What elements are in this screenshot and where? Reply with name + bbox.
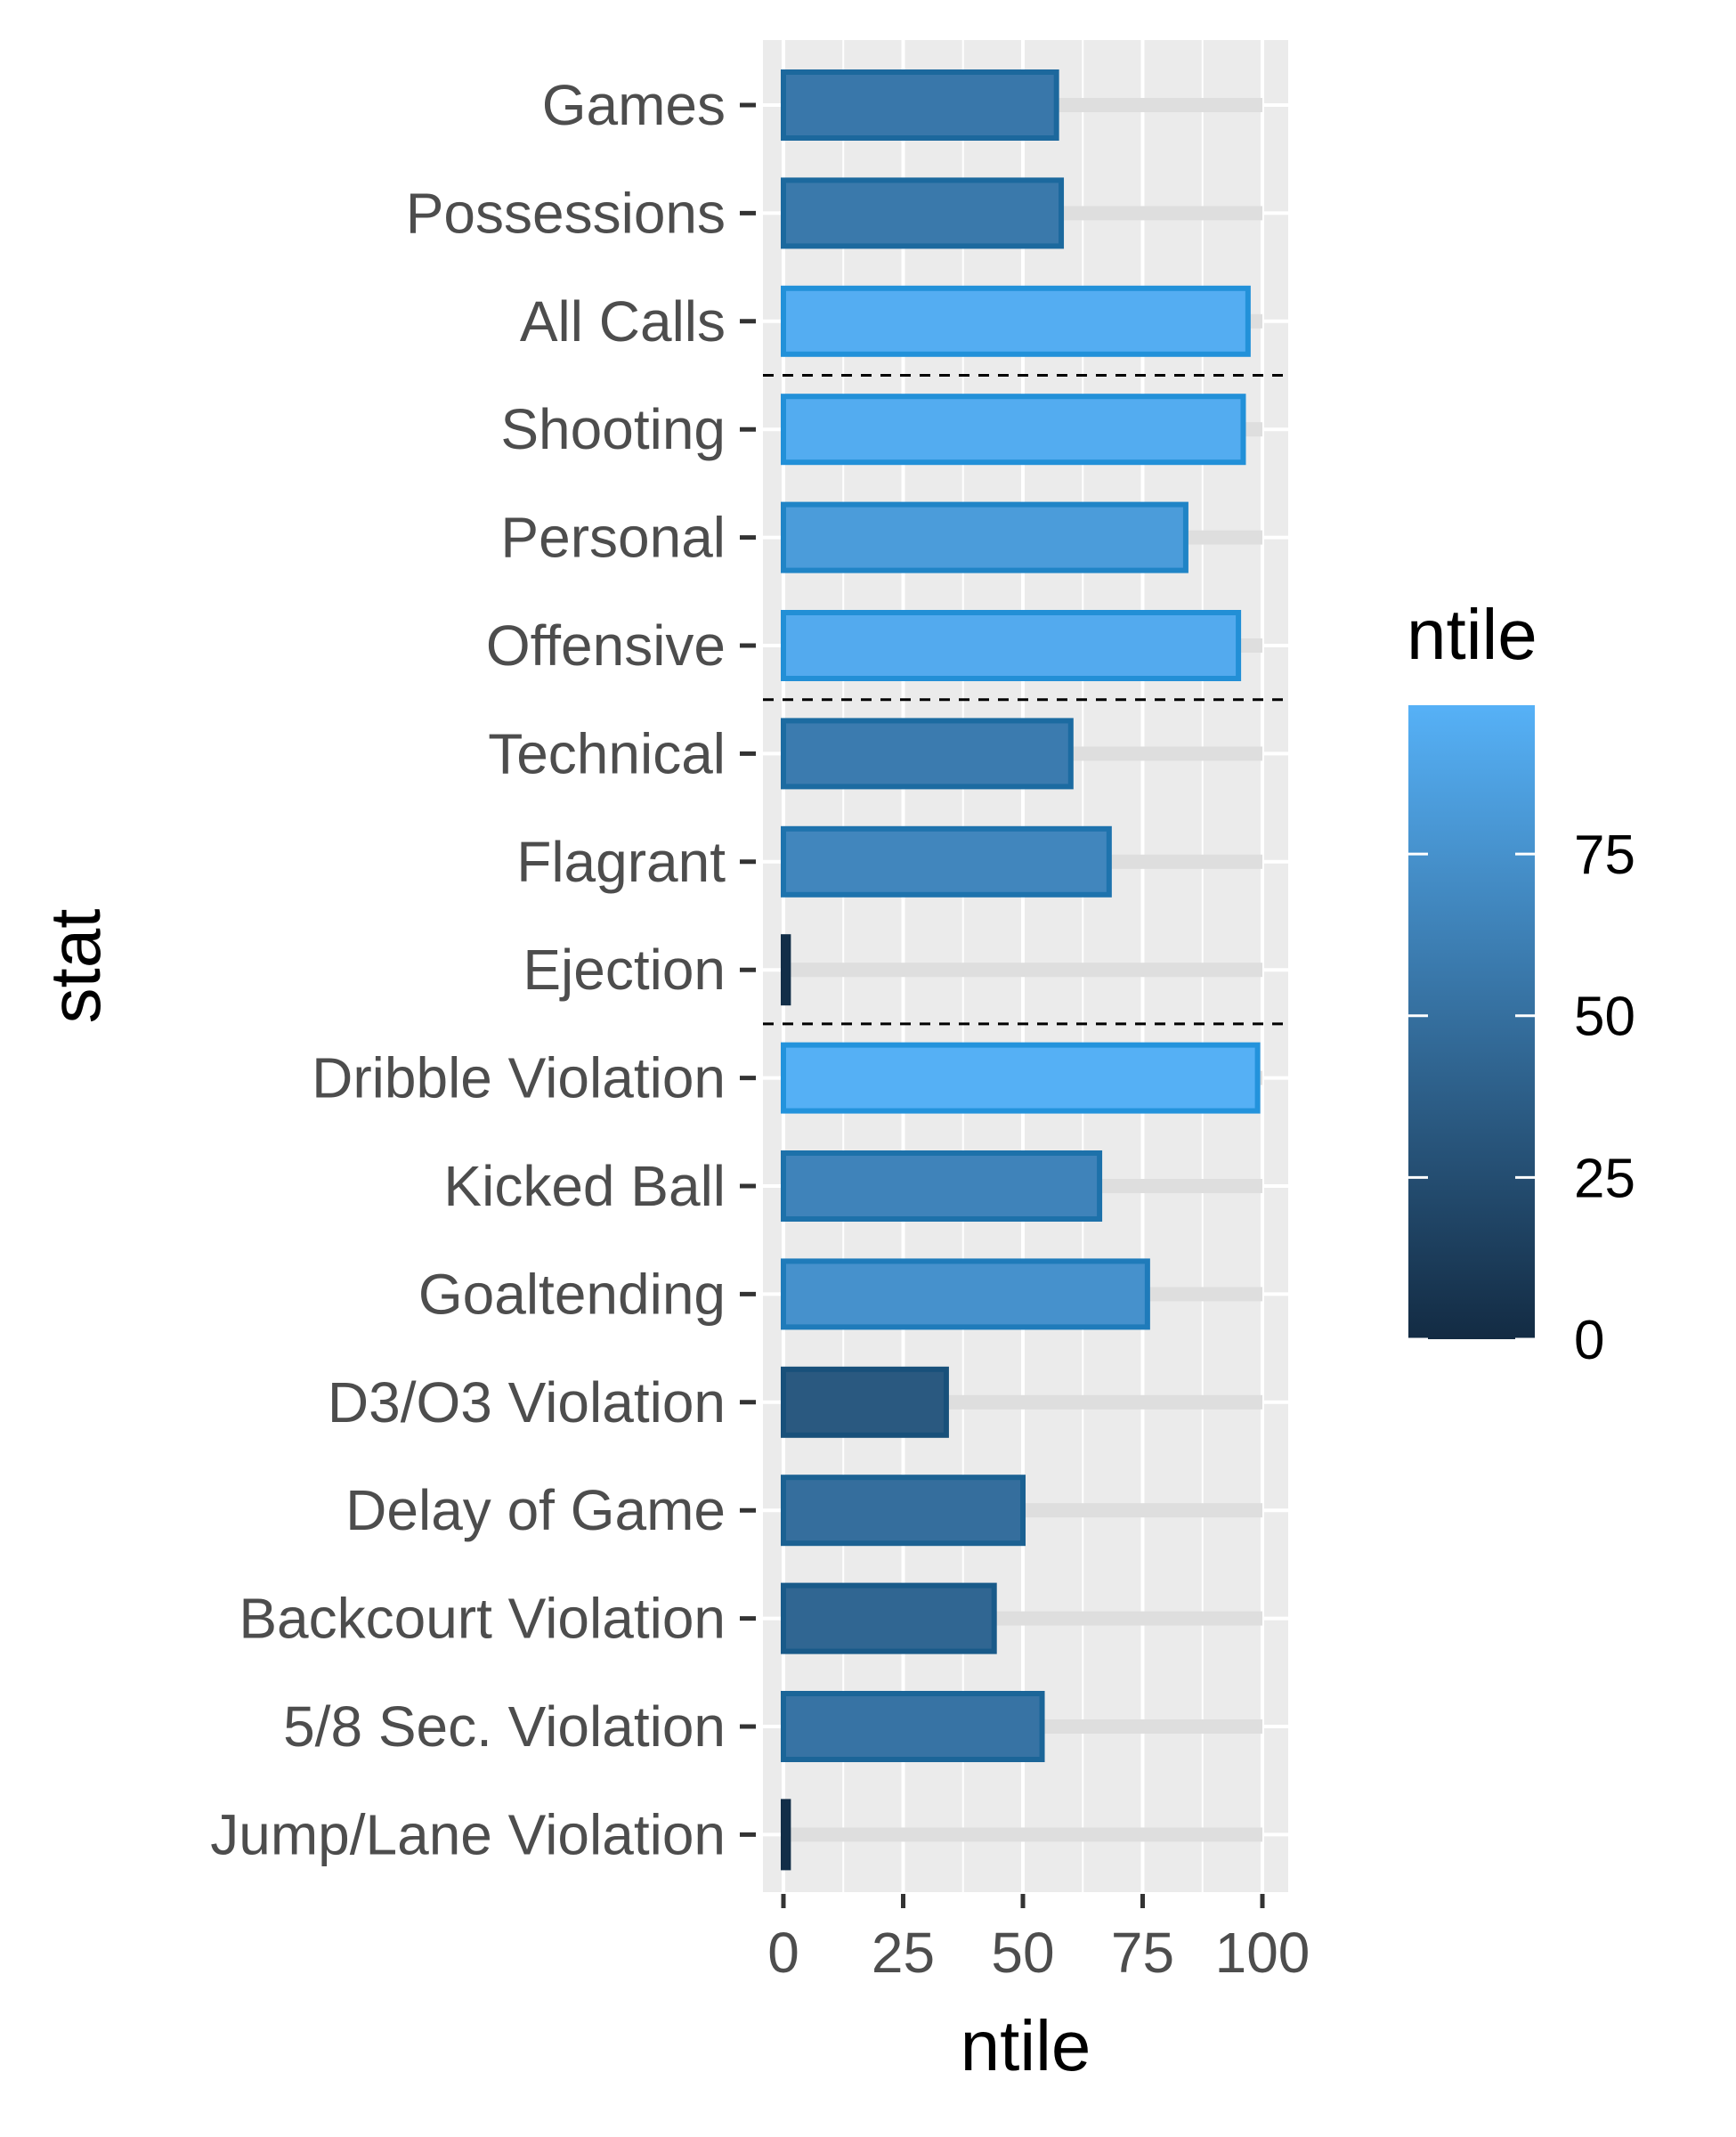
ghost-bar <box>783 963 1262 978</box>
category-label: Flagrant <box>516 830 726 894</box>
x-tick-label: 0 <box>767 1921 799 1985</box>
legend-tick-label: 25 <box>1574 1148 1635 1209</box>
legend-tick-label: 75 <box>1574 825 1635 886</box>
category-label: Kicked Ball <box>443 1154 726 1218</box>
category-label: Goaltending <box>418 1262 726 1326</box>
bar-offensive <box>781 610 1242 681</box>
category-label: Technical <box>488 721 726 785</box>
bar-ejection <box>781 934 791 1006</box>
ghost-bar <box>783 1827 1262 1842</box>
x-axis-title: ntile <box>961 2006 1091 2085</box>
bar-all-calls <box>781 285 1251 357</box>
category-label: 5/8 Sec. Violation <box>283 1694 726 1759</box>
category-label: D3/O3 Violation <box>328 1370 726 1434</box>
x-tick-label: 75 <box>1111 1921 1174 1985</box>
category-label: Ejection <box>523 938 726 1002</box>
bar-d3-o3-violation <box>781 1366 949 1438</box>
category-label: Offensive <box>486 613 726 678</box>
category-label: Games <box>542 73 726 137</box>
category-label: Shooting <box>500 397 726 461</box>
legend-tick-label: 0 <box>1574 1310 1604 1371</box>
bar-delay-of-game <box>781 1475 1026 1547</box>
bar-technical <box>781 718 1074 790</box>
x-tick-label: 50 <box>991 1921 1054 1985</box>
bar-goaltending <box>781 1258 1150 1330</box>
category-label: Possessions <box>406 181 726 245</box>
group-separators <box>763 374 1288 1026</box>
bar-dribble-violation <box>781 1042 1261 1114</box>
legend-tick-label: 50 <box>1574 987 1635 1048</box>
x-tick-label: 25 <box>872 1921 935 1985</box>
x-axis: 0 25 50 75 100 <box>767 1894 1310 1985</box>
bar-games <box>781 69 1059 141</box>
category-label: Personal <box>500 506 726 570</box>
bar-backcourt-violation <box>781 1582 997 1654</box>
bar-5-8-sec-violation <box>781 1691 1045 1762</box>
bar-jump-lane-violation <box>781 1799 791 1871</box>
category-label: All Calls <box>520 289 726 353</box>
category-label: Backcourt Violation <box>239 1587 726 1651</box>
legend-ticks: 0 25 50 75 <box>1408 825 1635 1371</box>
y-axis: Games Possessions All Calls Shooting Persona… <box>210 73 756 1866</box>
legend-colorbar <box>1408 705 1535 1339</box>
bar-possessions <box>781 177 1065 249</box>
category-label: Jump/Lane Violation <box>210 1802 726 1866</box>
y-axis-title: stat <box>36 909 115 1024</box>
x-tick-label: 100 <box>1215 1921 1310 1985</box>
bar-kicked-ball <box>781 1150 1103 1222</box>
category-label: Dribble Violation <box>312 1046 726 1110</box>
legend-title: ntile <box>1407 595 1537 674</box>
bar-flagrant <box>781 825 1112 898</box>
legend: ntile 0 25 50 75 <box>1407 595 1635 1371</box>
bar-shooting <box>781 394 1246 466</box>
bar-personal <box>781 501 1188 573</box>
category-label: Delay of Game <box>345 1478 726 1542</box>
bars <box>781 69 1261 1871</box>
